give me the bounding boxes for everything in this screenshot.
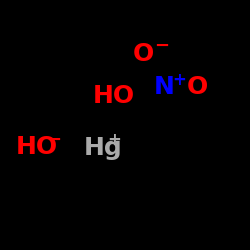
Text: O: O bbox=[133, 42, 154, 66]
Text: HO: HO bbox=[92, 84, 134, 108]
Text: −: − bbox=[154, 37, 169, 55]
Text: +: + bbox=[107, 131, 121, 149]
Text: HO: HO bbox=[16, 136, 58, 160]
Text: −: − bbox=[46, 131, 61, 149]
Text: Hg: Hg bbox=[84, 136, 122, 160]
Text: +: + bbox=[172, 71, 186, 89]
Text: N: N bbox=[153, 76, 174, 100]
Text: O: O bbox=[187, 76, 208, 100]
